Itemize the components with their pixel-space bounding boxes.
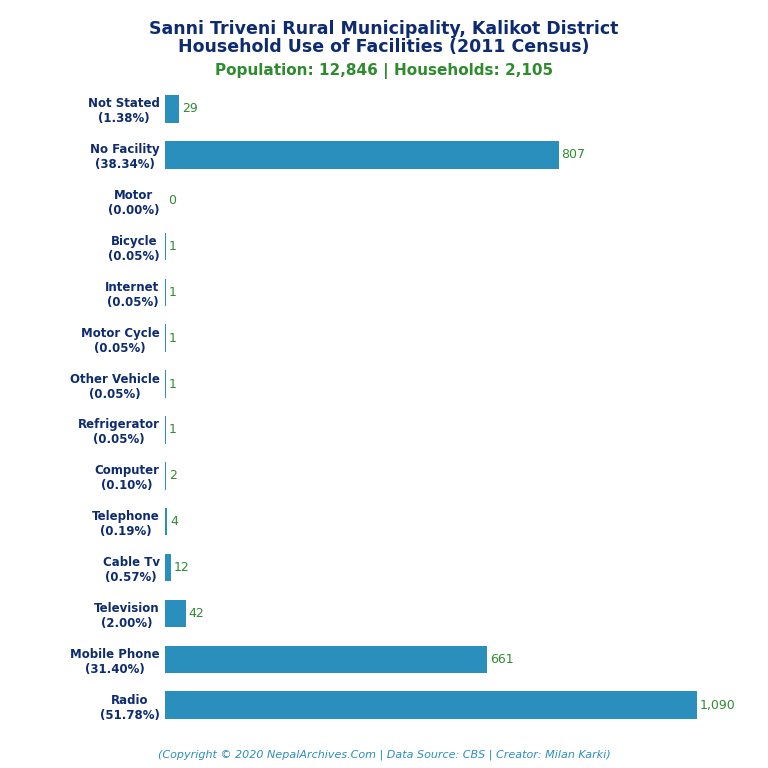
Text: 12: 12 [174,561,190,574]
Bar [165,462,166,490]
Text: (Copyright © 2020 NepalArchives.Com | Data Source: CBS | Creator: Milan Karki): (Copyright © 2020 NepalArchives.Com | Da… [157,750,611,760]
Text: 0: 0 [168,194,176,207]
Bar [165,95,179,123]
Text: 42: 42 [188,607,204,620]
Text: 807: 807 [561,148,585,161]
Bar [165,691,697,719]
Text: 1,090: 1,090 [700,699,735,712]
Text: 1: 1 [168,286,177,299]
Text: 1: 1 [168,378,177,391]
Bar [165,554,171,581]
Text: 1: 1 [168,240,177,253]
Text: Population: 12,846 | Households: 2,105: Population: 12,846 | Households: 2,105 [215,63,553,79]
Bar [165,508,167,535]
Text: Sanni Triveni Rural Municipality, Kalikot District: Sanni Triveni Rural Municipality, Kaliko… [149,20,619,38]
Text: 4: 4 [170,515,178,528]
Text: 2: 2 [169,469,177,482]
Text: 29: 29 [182,102,198,115]
Text: 1: 1 [168,423,177,436]
Text: 661: 661 [490,653,514,666]
Bar [165,600,186,627]
Bar [165,141,558,168]
Text: 1: 1 [168,332,177,345]
Text: Household Use of Facilities (2011 Census): Household Use of Facilities (2011 Census… [178,38,590,56]
Bar [165,646,488,673]
